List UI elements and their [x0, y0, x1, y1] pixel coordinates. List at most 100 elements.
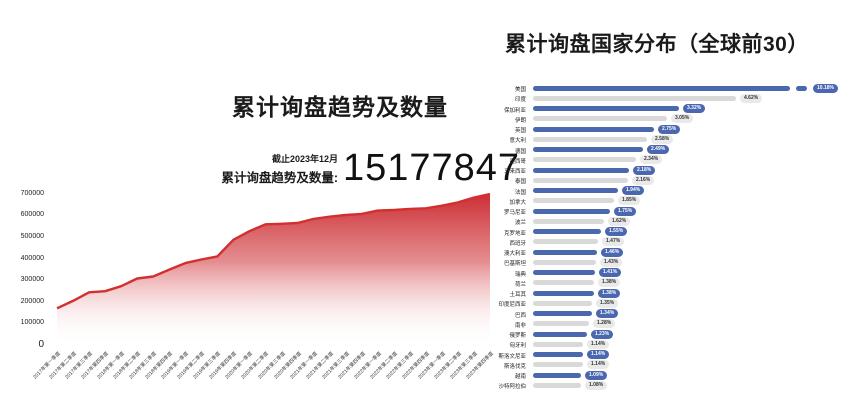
value-badge: 1.55%	[605, 227, 628, 236]
country-bar-row: 波兰 1.62%	[480, 216, 852, 227]
value-badge: 2.58%	[651, 134, 674, 144]
country-bar	[533, 136, 647, 142]
country-label: 伊朗	[514, 117, 526, 124]
value-badge: 1.08%	[585, 380, 608, 390]
country-bar	[533, 95, 736, 101]
country-bar	[533, 300, 592, 306]
country-bar	[533, 321, 589, 327]
country-bar	[533, 239, 598, 245]
y-tick-label: 300000	[20, 276, 44, 284]
country-bar	[533, 259, 596, 265]
country-bar	[533, 341, 583, 347]
value-badge: 1.47%	[602, 237, 625, 247]
value-badge: 4.62%	[740, 93, 763, 103]
country-label: 斯洛文尼亚	[498, 353, 526, 360]
y-tick-label: 700000	[20, 189, 44, 197]
country-bar-row: 墨西哥 2.34%	[480, 155, 852, 166]
country-label: 巴基斯坦	[503, 261, 526, 268]
country-bar	[533, 126, 654, 132]
country-bar	[533, 85, 790, 91]
value-badge: 1.38%	[598, 288, 621, 298]
country-bar-row: 英国 2.75%	[480, 124, 852, 135]
country-bar-row: 瑞典 1.41%	[480, 268, 852, 279]
country-bar	[533, 331, 587, 337]
country-bar	[533, 270, 595, 275]
value-badge: 1.34%	[596, 309, 619, 318]
country-label: 斯洛伐克	[503, 363, 526, 370]
value-badge: 1.28%	[593, 319, 616, 329]
value-badge: 2.18%	[633, 165, 656, 175]
country-bar-row: 俄罗斯 1.23%	[480, 329, 852, 340]
trend-chart-title: 累计询盘趋势及数量	[232, 94, 448, 120]
country-label: 巴西	[514, 312, 526, 319]
country-bar	[533, 382, 581, 388]
y-tick-label: 500000	[20, 233, 44, 240]
country-label: 南非	[514, 322, 526, 329]
value-badge: 3.05%	[671, 114, 694, 124]
country-label: 沙特阿拉伯	[498, 384, 526, 391]
country-bar	[533, 167, 629, 173]
country-bar	[533, 198, 614, 204]
country-bar	[533, 188, 618, 193]
country-label: 印度	[514, 97, 526, 104]
as-of-date-label: 截止2023年12月	[271, 154, 338, 164]
country-bar	[533, 157, 636, 163]
country-bar-row: 马来西亚 2.18%	[480, 165, 852, 176]
country-bar	[533, 249, 597, 255]
country-bar	[533, 362, 583, 368]
country-bar-row: 伊朗 3.05%	[480, 114, 852, 125]
country-label: 加拿大	[509, 199, 526, 206]
country-label: 法国	[514, 189, 526, 196]
country-bar	[533, 372, 581, 378]
trend-line	[56, 192, 491, 310]
country-bar-row: 保加利亚 3.32%	[480, 104, 852, 115]
country-bar	[533, 229, 601, 234]
country-label: 马来西亚	[503, 169, 526, 175]
value-badge: 1.09%	[585, 370, 608, 380]
country-bar	[533, 290, 594, 296]
country-bar	[533, 106, 679, 111]
country-label: 俄罗斯	[509, 333, 526, 339]
country-label: 波兰	[514, 220, 526, 227]
value-badge: 1.23%	[591, 329, 614, 339]
value-badge: 1.35%	[596, 298, 619, 308]
country-bar-row: 巴西 1.34%	[480, 309, 852, 320]
country-bar	[533, 352, 583, 357]
country-bar-row: 印度 4.62%	[480, 93, 852, 104]
value-badge: 1.85%	[618, 196, 641, 206]
country-label: 德国	[514, 148, 526, 155]
y-tick-label: 100000	[20, 319, 44, 327]
country-bar-row: 意大利 2.58%	[480, 134, 852, 145]
value-badge: 1.94%	[622, 186, 645, 195]
country-bar-row: 印度尼西亚 1.35%	[480, 298, 852, 309]
country-bar	[533, 147, 643, 152]
country-label: 澳大利亚	[503, 251, 526, 257]
value-badge: 3.32%	[683, 104, 706, 113]
country-bar-row: 斯洛伐克 1.14%	[480, 360, 852, 371]
country-label: 美国	[514, 87, 526, 93]
value-badge: 1.46%	[601, 247, 624, 257]
country-label: 克罗地亚	[503, 230, 526, 237]
country-label: 墨西哥	[509, 158, 526, 165]
country-bar-row: 泰国 2.16%	[480, 175, 852, 186]
y-tick-label: 600000	[20, 211, 44, 219]
country-label: 匈牙利	[509, 343, 526, 350]
country-bar-row: 澳大利亚 1.46%	[480, 247, 852, 258]
y-tick-label: 200000	[20, 297, 44, 305]
value-badge: 2.16%	[632, 175, 655, 185]
value-badge: 1.14%	[587, 350, 610, 359]
country-label: 荷兰	[514, 281, 526, 288]
country-bar	[533, 208, 610, 214]
country-label: 英国	[514, 128, 526, 134]
value-badge: 1.41%	[599, 268, 622, 277]
country-bar-row: 越南 1.09%	[480, 370, 852, 381]
country-bar	[533, 280, 594, 286]
y-tick-label: 400000	[20, 254, 44, 262]
value-badge: 1.14%	[587, 339, 610, 349]
country-label: 越南	[514, 374, 526, 380]
bar-break-dash	[796, 85, 807, 91]
country-label: 罗马尼亚	[503, 210, 526, 216]
country-label: 泰国	[514, 179, 526, 186]
country-bar-row: 沙特阿拉伯 1.08%	[480, 380, 852, 391]
trend-area-chart	[56, 192, 491, 345]
